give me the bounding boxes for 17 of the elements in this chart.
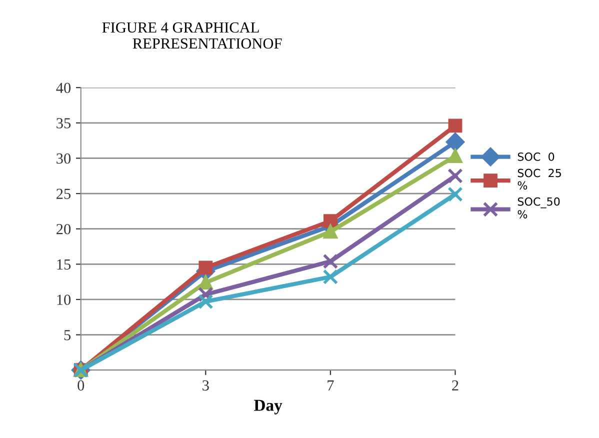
x-tick-label: 2	[452, 380, 458, 390]
y-tick-label: 10	[57, 294, 71, 305]
legend-label: SOC 0	[518, 152, 554, 161]
x-axis-title: Day	[254, 400, 282, 414]
legend-label: SOC_50 %	[518, 197, 560, 219]
x-tick-label: 0	[78, 380, 84, 391]
y-tick-label: 25	[56, 188, 71, 199]
x-tick-label: 3	[202, 380, 209, 391]
y-tick-label: 40	[56, 82, 71, 94]
y-tick-label: 30	[56, 153, 71, 164]
y-tick-label: 35	[56, 118, 71, 128]
legend-label: SOC 25 %	[518, 168, 561, 190]
chart-title: FIGURE 4 GRAPHICAL REPRESENTATIONOF	[102, 22, 282, 49]
y-tick-label: 20	[56, 224, 71, 234]
y-tick-label: 5	[64, 330, 71, 340]
y-tick-label: 15	[57, 259, 71, 270]
x-tick-label: 7	[328, 380, 334, 390]
